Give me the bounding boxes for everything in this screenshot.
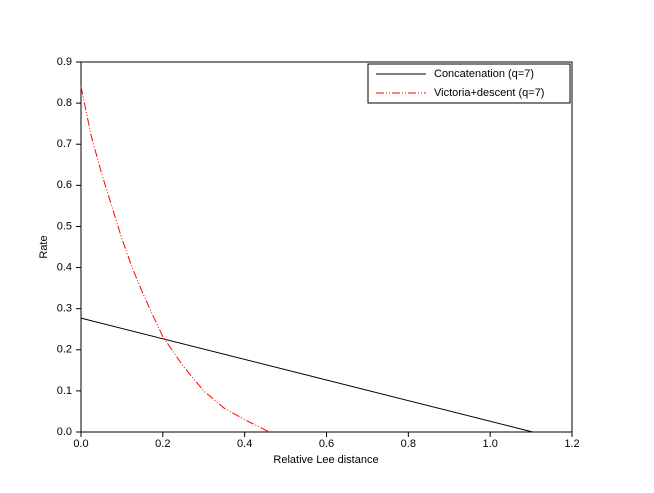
legend-label: Victoria+descent (q=7): [434, 87, 544, 99]
y-tick-label: 0.1: [57, 385, 72, 397]
legend-box: [367, 63, 571, 104]
x-tick-label: 0.0: [73, 438, 88, 450]
y-tick-label: 0.3: [57, 303, 72, 315]
y-tick-label: 0.6: [57, 179, 72, 191]
y-tick-label: 0.9: [57, 56, 72, 68]
legend-label: Concatenation (q=7): [434, 68, 534, 80]
x-tick-label: 0.8: [401, 438, 416, 450]
x-tick-label: 0.4: [237, 438, 252, 450]
x-tick-label: 0.2: [155, 438, 170, 450]
x-tick-label: 1.0: [483, 438, 498, 450]
y-tick-label: 0.2: [57, 344, 72, 356]
y-tick-label: 0.8: [57, 97, 72, 109]
plot-frame: [80, 61, 573, 433]
y-tick-label: 0.4: [57, 261, 72, 273]
y-tick-label: 0.0: [57, 426, 72, 438]
x-tick-label: 0.6: [319, 438, 334, 450]
series-line: [80, 317, 533, 433]
y-tick-label: 0.7: [57, 138, 72, 150]
x-tick-label: 1.2: [564, 438, 579, 450]
x-axis-label: Relative Lee distance: [273, 454, 378, 466]
y-tick-label: 0.5: [57, 220, 72, 232]
series-line: [80, 86, 270, 433]
y-axis-label: Rate: [38, 235, 50, 258]
